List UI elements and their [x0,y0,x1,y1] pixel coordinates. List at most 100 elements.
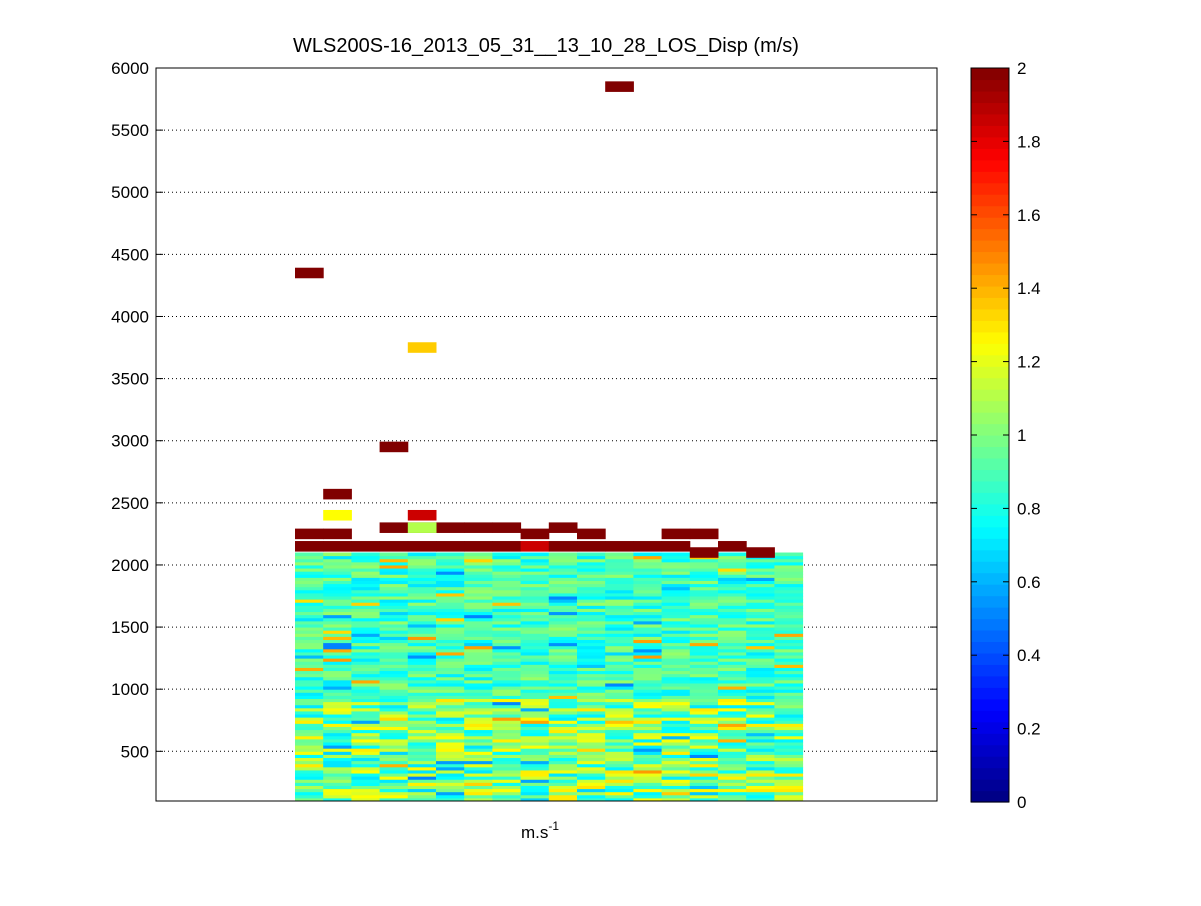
heatmap-cell [605,754,634,759]
heatmap-cell [548,763,578,768]
heatmap-cell [464,655,493,659]
heatmap-cell [689,580,719,585]
heatmap-cell [295,541,324,552]
heatmap-cell [464,735,493,740]
heatmap-cell [520,704,550,709]
heatmap-cell [492,720,522,724]
heatmap-cell [689,676,719,681]
heatmap-cell [323,599,352,603]
heatmap-cell [577,741,606,746]
heatmap-cell [746,605,775,609]
heatmap-cell [295,602,324,606]
heatmap-cell [774,782,804,786]
heatmap-cell [633,661,663,665]
heatmap-cell [774,754,804,759]
heatmap-cell [577,738,606,743]
heatmap-cell [295,791,324,796]
heatmap-cell [295,686,324,690]
heatmap-cell [323,748,352,752]
heatmap-cell [407,763,437,768]
heatmap-cell [379,791,409,796]
heatmap-cell [295,267,324,279]
heatmap-cell [492,564,522,569]
heatmap-cell [464,773,493,777]
heatmap-cell [746,698,775,703]
heatmap-cell [774,794,804,799]
heatmap-cell [379,522,409,533]
heatmap-cell [407,620,437,625]
heatmap-cell [718,732,747,737]
heatmap-cell [351,564,381,569]
heatmap-cell [323,589,352,594]
heatmap-cell [295,552,324,557]
heatmap-cell [548,788,578,793]
heatmap-cell [718,676,747,681]
heatmap-cell [746,769,775,774]
heatmap-cell [774,561,804,566]
heatmap-cell [577,782,606,786]
heatmap-cell [633,645,663,650]
colorbar-swatch [971,618,1009,631]
heatmap-cell [379,735,409,740]
heatmap-cell [464,707,493,712]
heatmap-cell [520,670,550,675]
heatmap-cell [351,592,381,597]
heatmap-cell [492,670,522,675]
heatmap-cell [605,602,634,606]
heatmap-cell [577,717,606,721]
heatmap-cell [633,723,663,727]
heatmap-cell [633,698,663,703]
heatmap-cell [577,630,606,634]
heatmap-cell [492,571,522,575]
heatmap-cell [379,633,409,637]
heatmap-cell [605,766,634,771]
heatmap-cell [464,580,493,585]
heatmap-cell [577,670,606,675]
heatmap-cell [548,726,578,731]
heatmap-cell [689,701,719,706]
heatmap-cell [689,670,719,675]
heatmap-cell [464,717,493,721]
heatmap-cell [379,574,409,578]
heatmap-cell [351,745,381,749]
heatmap-cell [323,714,352,718]
heatmap-cell [689,639,719,644]
heatmap-cell [436,766,465,771]
heatmap-cell [379,642,409,647]
heatmap-cell [746,664,775,668]
heatmap-cell [746,760,775,765]
heatmap-cell [577,651,606,656]
heatmap-cell [577,794,606,799]
heatmap-cell [577,592,606,597]
y-tick-label: 5500 [111,121,149,140]
heatmap-cell [548,667,578,672]
heatmap-cell [492,596,522,600]
heatmap-cell [407,541,437,552]
heatmap-cell [295,714,324,718]
heatmap-cell [661,682,691,687]
heatmap-cell [548,751,578,755]
heatmap-cell [407,645,437,650]
heatmap-cell [548,720,578,724]
heatmap-cell [520,748,550,752]
heatmap-cell [548,673,578,678]
heatmap-cell [492,748,522,752]
heatmap-cell [774,577,804,581]
heatmap-cell [323,788,352,793]
heatmap-cell [436,605,465,609]
heatmap-cell [295,689,324,693]
heatmap-cell [295,645,324,650]
heatmap-cell [323,679,352,684]
heatmap-cell [548,748,578,752]
heatmap-cell [689,602,719,606]
heatmap-cell [464,639,493,644]
heatmap-cell [464,679,493,684]
heatmap-cell [520,617,550,622]
heatmap-cell [407,509,437,521]
heatmap-cell [689,651,719,656]
heatmap-cell [323,686,352,690]
heatmap-cell [520,589,550,594]
heatmap-cell [351,797,381,802]
heatmap-cell [436,633,465,637]
heatmap-cell [774,599,804,603]
